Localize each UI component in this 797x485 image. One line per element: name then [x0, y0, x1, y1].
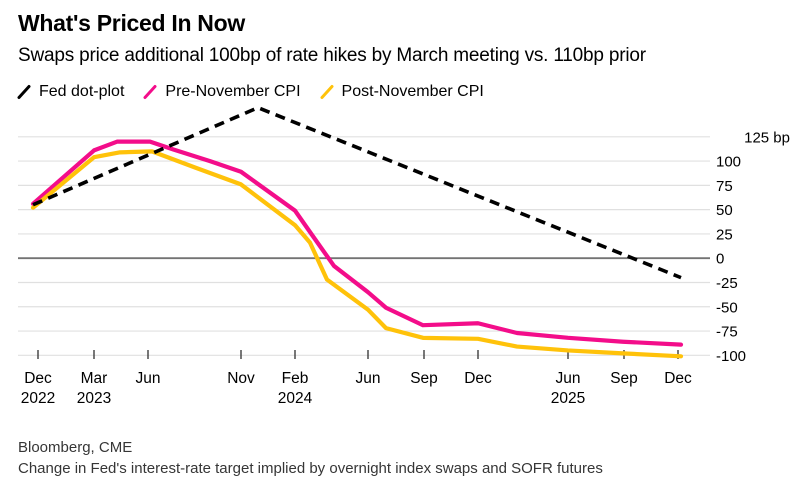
x-axis-label-month: Jun [356, 370, 381, 387]
y-axis-label-0: 0 [716, 251, 724, 268]
chart-footer: Bloomberg, CME Change in Fed's interest-… [18, 437, 603, 479]
x-axis-label-month: Jun [556, 370, 581, 387]
chart-subtitle: Swaps price additional 100bp of rate hik… [18, 45, 646, 66]
x-axis-label-month: Dec [464, 370, 492, 387]
y-axis-label-25: 25 [716, 226, 733, 243]
series-line-post-november-cpi [30, 149, 684, 359]
description-line: Change in Fed's interest-rate target imp… [18, 460, 603, 477]
x-axis-label-month: Feb [282, 370, 309, 387]
legend-label: Fed dot-plot [39, 83, 125, 100]
y-axis-label--100: -100 [716, 348, 746, 365]
series-line-fed-dot-plot [32, 105, 682, 280]
chart-legend: Fed dot-plot Pre-November CPI Post-Novem… [16, 83, 484, 101]
x-axis-label-month: Mar [81, 370, 108, 387]
y-axis-label--50: -50 [716, 299, 738, 316]
x-axis-label-month: Sep [610, 370, 638, 387]
legend-item-post-november-cpi: Post-November CPI [319, 83, 484, 101]
legend-label: Pre-November CPI [165, 83, 301, 100]
y-axis-label-100: 100 [716, 154, 741, 171]
legend-slash-icon [320, 85, 334, 99]
legend-slash-icon [17, 85, 31, 99]
legend-item-pre-november-cpi: Pre-November CPI [142, 83, 301, 101]
x-axis-label-year: 2023 [77, 390, 111, 407]
legend-label: Post-November CPI [341, 83, 484, 100]
source-line: Bloomberg, CME [18, 439, 133, 456]
y-axis-label-75: 75 [716, 178, 733, 195]
x-axis-label-year: 2022 [21, 390, 55, 407]
y-axis-label-50: 50 [716, 202, 733, 219]
x-axis-label-year: 2024 [278, 390, 313, 407]
legend-slash-icon [143, 85, 157, 99]
y-axis-label--75: -75 [716, 324, 738, 341]
series-line-pre-november-cpi [30, 139, 684, 347]
y-axis-label-125: 125 bp [744, 129, 790, 146]
x-axis-label-month: Jun [136, 370, 161, 387]
legend-item-fed-dot-plot: Fed dot-plot [16, 83, 124, 101]
x-axis-label-month: Nov [227, 370, 255, 387]
page-title: What's Priced In Now [18, 10, 245, 36]
y-axis-label--25: -25 [716, 275, 738, 292]
x-axis-label-month: Dec [24, 370, 52, 387]
x-axis-label-year: 2025 [551, 390, 585, 407]
x-axis-label-month: Dec [664, 370, 692, 387]
x-axis-label-month: Sep [410, 370, 438, 387]
